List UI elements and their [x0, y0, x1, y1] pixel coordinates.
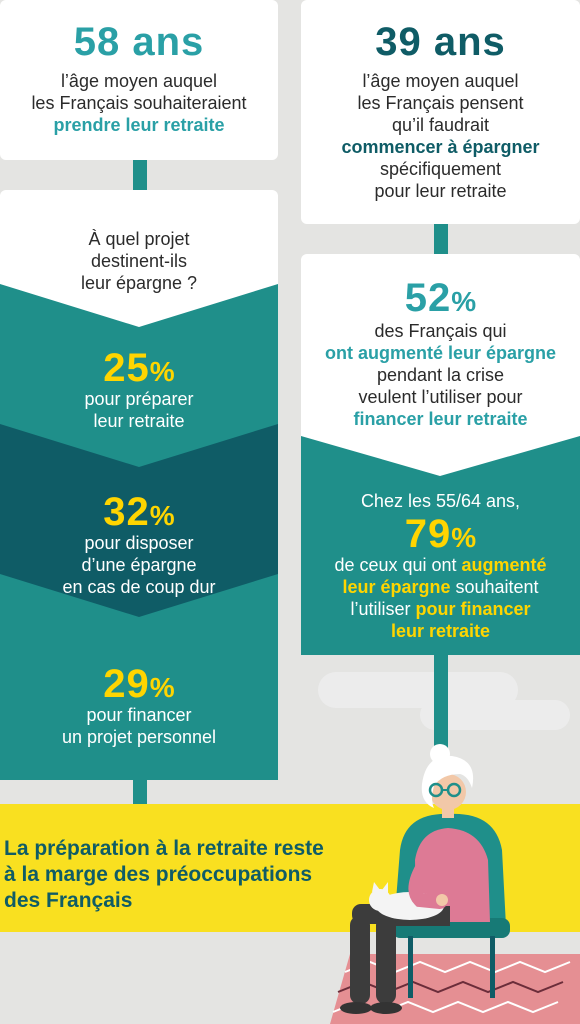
percent-sign: %: [149, 672, 175, 703]
stat-number: 25: [103, 346, 150, 390]
text-line: spécifiquement: [379, 159, 502, 179]
saving-start-age-card: 39 ans l’âge moyen auquel les Français p…: [301, 0, 580, 224]
stat-number: 29: [103, 662, 150, 706]
stat-number: 52: [404, 276, 452, 320]
retirement-age-number: 58 ans: [73, 20, 205, 64]
highlight-text: pour financer: [415, 599, 531, 619]
text-line: souhaitent: [450, 577, 539, 597]
text-line: d’une épargne: [81, 555, 197, 575]
elderly-woman-illustration: [330, 744, 580, 1024]
woman-hair: [421, 755, 474, 808]
project-stat-retirement: 25% pour préparer leur retraite: [0, 348, 278, 432]
project-stat-emergency: 32% pour disposer d’une épargne en cas d…: [0, 492, 278, 598]
projects-question: À quel projet destinent-ils leur épargne…: [0, 228, 278, 294]
text-line: l’utiliser: [350, 599, 416, 619]
stat-number: 32: [103, 490, 150, 534]
text-line: l’âge moyen auquel: [362, 71, 519, 91]
text-line: leur retraite: [93, 411, 185, 431]
text-line: qu’il faudrait: [391, 115, 490, 135]
connector-line: [434, 655, 448, 765]
connector-line: [133, 160, 147, 192]
connector-line: [434, 224, 448, 256]
stat-79-block: Chez les 55/64 ans, 79% de ceux qui ont …: [301, 490, 580, 642]
highlight-text: augmenté: [461, 555, 547, 575]
text-line: un projet personnel: [61, 727, 217, 747]
savings-column-shapes: [301, 254, 580, 655]
text-line: les Français souhaiteraient: [31, 93, 247, 113]
percent-sign: %: [149, 356, 175, 387]
project-stat-personal: 29% pour financer un projet personnel: [0, 664, 278, 748]
text-line: en cas de coup dur: [62, 577, 216, 597]
text-line: pour leur retraite: [374, 181, 507, 201]
percent-sign: %: [451, 286, 477, 317]
text-line: pour disposer: [84, 533, 194, 553]
highlight-text: prendre leur retraite: [53, 115, 225, 135]
text-line: des Français: [4, 889, 133, 912]
text-line: les Français pensent: [357, 93, 524, 113]
projects-column-shapes: [0, 190, 278, 780]
highlight-text: ont augmenté leur épargne: [324, 343, 557, 363]
text-line: de ceux qui ont: [334, 555, 462, 575]
text-line: des Français qui: [374, 321, 507, 341]
text-line: leur épargne ?: [80, 273, 198, 293]
highlight-text: commencer à épargner: [341, 137, 540, 157]
highlight-text: leur retraite: [390, 621, 491, 641]
retirement-age-card: 58 ans l’âge moyen auquel les Français s…: [0, 0, 278, 160]
highlight-text: leur épargne: [342, 577, 451, 597]
text-line: destinent-ils: [90, 251, 188, 271]
highlight-text: financer leur retraite: [353, 409, 528, 429]
text-line: Chez les 55/64 ans,: [360, 491, 521, 511]
stat-number: 79: [404, 512, 452, 556]
text-line: pour financer: [86, 705, 192, 725]
saving-start-age-number: 39 ans: [375, 20, 506, 64]
stat-52-block: 52% des Français qui ont augmenté leur é…: [301, 278, 580, 430]
text-line: La préparation à la retraite reste: [4, 837, 324, 860]
text-line: pour préparer: [84, 389, 194, 409]
text-line: l’âge moyen auquel: [60, 71, 218, 91]
connector-line: [133, 778, 147, 804]
text-line: pendant la crise: [376, 365, 505, 385]
percent-sign: %: [451, 522, 477, 553]
text-line: À quel projet: [88, 229, 190, 249]
text-line: à la marge des préoccupations: [4, 863, 313, 886]
percent-sign: %: [149, 500, 175, 531]
text-line: veulent l’utiliser pour: [358, 387, 523, 407]
conclusion-text: La préparation à la retraite reste à la …: [4, 836, 384, 914]
